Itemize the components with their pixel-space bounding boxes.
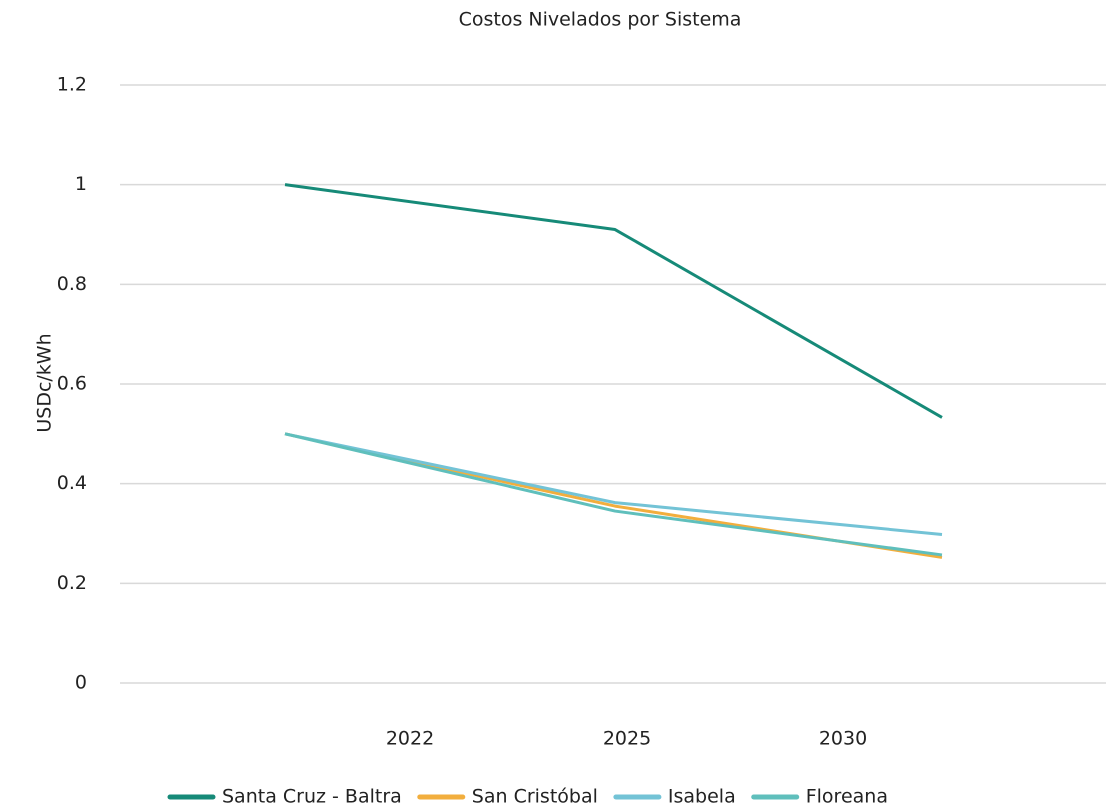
y-tick-label: 0.4 xyxy=(57,472,87,494)
x-tick-label: 2025 xyxy=(603,728,651,750)
legend-label: Santa Cruz - Baltra xyxy=(222,786,402,808)
y-tick-label: 0.2 xyxy=(57,572,87,594)
y-tick-label: 0 xyxy=(75,672,87,694)
y-tick-label: 0.8 xyxy=(57,273,87,295)
series-line xyxy=(284,183,943,419)
x-tick-label: 2030 xyxy=(819,728,867,750)
legend-label: Isabela xyxy=(668,786,736,808)
x-tick-label: 2022 xyxy=(386,728,434,750)
series-line xyxy=(284,432,943,559)
y-tick-label: 0.6 xyxy=(57,373,87,395)
series-line xyxy=(284,432,943,557)
series-line xyxy=(284,432,943,536)
y-tick-label: 1 xyxy=(75,173,87,195)
chart-title: Costos Nivelados por Sistema xyxy=(459,9,742,31)
y-tick-label: 1.2 xyxy=(57,74,87,96)
legend-label: San Cristóbal xyxy=(472,786,598,808)
y-axis-label: USDc/kWh xyxy=(34,333,56,432)
legend-label: Floreana xyxy=(806,786,888,808)
